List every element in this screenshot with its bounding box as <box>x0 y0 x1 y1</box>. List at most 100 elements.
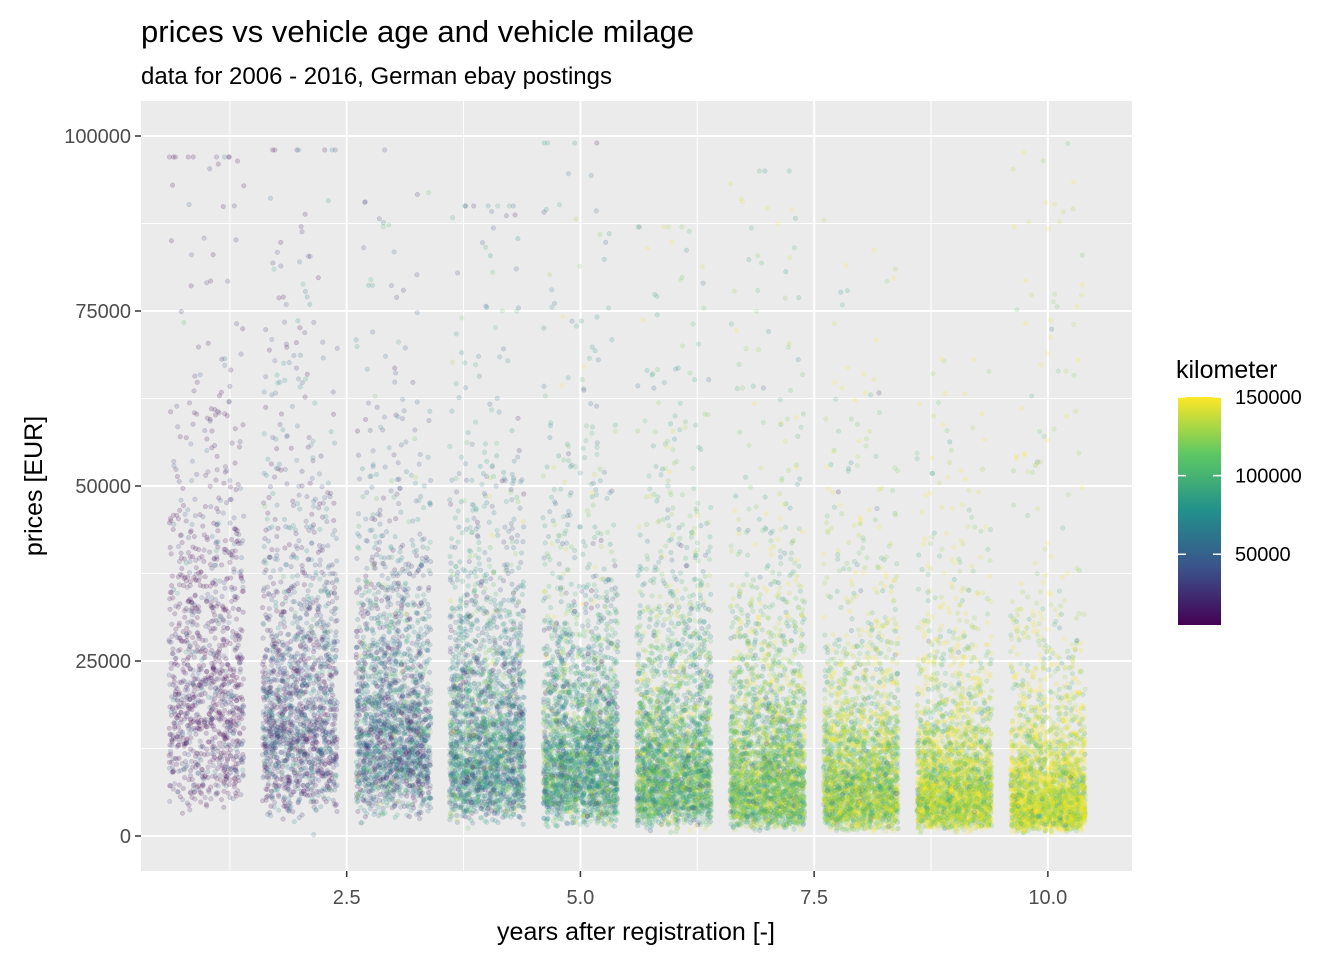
data-point <box>420 556 425 561</box>
data-point <box>328 629 333 634</box>
data-point <box>202 559 207 564</box>
data-point <box>396 581 401 586</box>
data-point <box>412 714 417 719</box>
data-point <box>428 571 433 576</box>
data-point <box>384 622 389 627</box>
data-point <box>294 531 299 536</box>
data-point <box>168 749 173 754</box>
data-point <box>278 631 283 636</box>
data-point <box>235 159 240 164</box>
data-point <box>216 602 221 607</box>
data-point <box>379 810 384 815</box>
data-point <box>205 597 210 602</box>
data-point <box>320 485 325 490</box>
data-point <box>262 544 267 549</box>
data-point <box>368 528 373 533</box>
data-point <box>297 539 302 544</box>
data-point <box>410 624 415 629</box>
data-point <box>422 484 427 489</box>
data-point <box>189 253 194 258</box>
data-point <box>212 660 217 665</box>
data-point <box>190 622 195 627</box>
data-point <box>326 543 331 548</box>
data-point <box>175 635 180 640</box>
data-point <box>185 763 190 768</box>
data-point <box>409 808 414 813</box>
data-point <box>310 667 315 672</box>
data-point <box>357 546 362 551</box>
data-point <box>494 454 499 459</box>
data-point <box>215 523 220 528</box>
data-point <box>193 514 198 519</box>
data-point <box>271 569 276 574</box>
data-point <box>417 810 422 815</box>
data-point <box>404 627 409 632</box>
data-point <box>307 435 312 440</box>
data-point <box>372 592 377 597</box>
data-point <box>329 689 334 694</box>
data-point <box>186 535 191 540</box>
data-point <box>382 148 387 153</box>
data-point <box>241 773 246 778</box>
data-point <box>179 498 184 503</box>
data-point <box>174 706 179 711</box>
data-point <box>419 635 424 640</box>
data-point <box>425 546 430 551</box>
data-point <box>300 229 305 234</box>
data-point <box>381 220 386 225</box>
data-point <box>398 700 403 705</box>
data-point <box>318 563 323 568</box>
data-point <box>275 725 280 730</box>
data-point <box>415 671 420 676</box>
data-point <box>170 733 175 738</box>
data-point <box>207 167 212 172</box>
data-point <box>366 401 371 406</box>
data-point <box>324 514 329 519</box>
data-point <box>269 462 274 467</box>
data-point <box>317 543 322 548</box>
data-point <box>226 773 231 778</box>
data-point <box>428 643 433 648</box>
data-point <box>316 275 321 280</box>
data-point <box>179 556 184 561</box>
data-point <box>264 704 269 709</box>
data-point <box>241 726 246 731</box>
data-point <box>291 503 296 508</box>
data-point <box>357 681 362 686</box>
data-point <box>379 555 384 560</box>
data-point <box>356 809 361 814</box>
data-point <box>330 777 335 782</box>
data-point <box>233 527 238 532</box>
data-point <box>286 783 291 788</box>
data-point <box>360 763 365 768</box>
data-point <box>267 606 272 611</box>
data-point <box>205 769 210 774</box>
data-point <box>169 552 174 557</box>
data-point <box>305 372 310 377</box>
data-point <box>453 516 458 521</box>
data-point <box>187 608 192 613</box>
data-point <box>266 457 271 462</box>
data-point <box>426 602 431 607</box>
data-point <box>368 782 373 787</box>
data-point <box>306 254 311 259</box>
data-point <box>381 806 386 811</box>
data-point <box>196 763 201 768</box>
data-point <box>291 523 296 528</box>
data-point <box>300 563 305 568</box>
data-point <box>283 562 288 567</box>
data-point <box>396 663 401 668</box>
data-point <box>240 710 245 715</box>
data-point <box>238 653 243 658</box>
data-point <box>170 183 175 188</box>
data-point <box>172 459 177 464</box>
data-point <box>327 760 332 765</box>
data-point <box>204 804 209 809</box>
data-point <box>227 614 232 619</box>
data-point <box>281 643 286 648</box>
data-point <box>261 501 266 506</box>
data-point <box>270 726 275 731</box>
data-point <box>231 757 236 762</box>
data-point <box>291 809 296 814</box>
data-point <box>400 711 405 716</box>
